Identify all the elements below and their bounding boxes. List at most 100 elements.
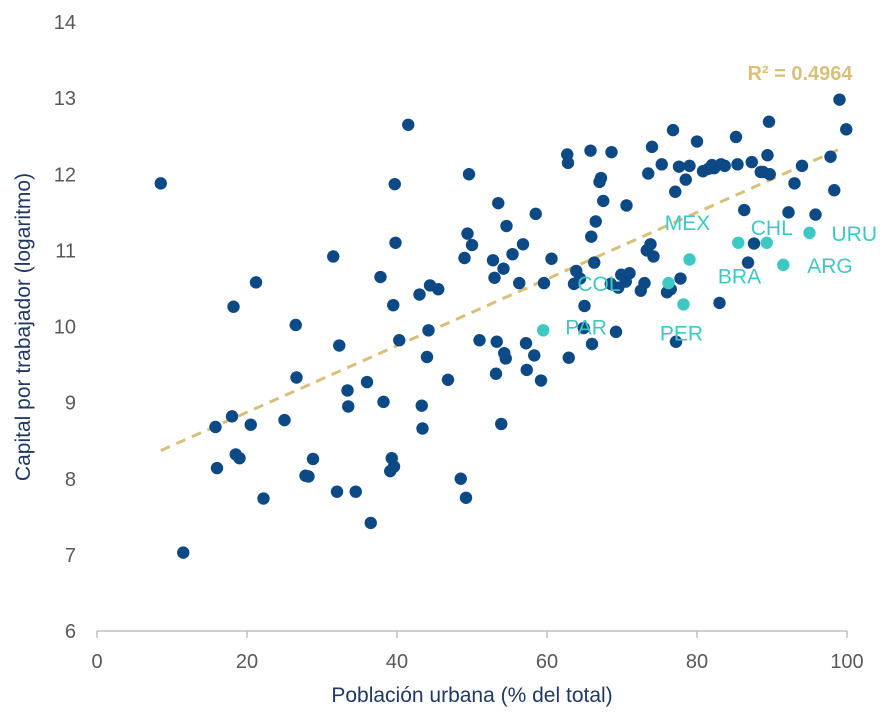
trendline-group <box>160 147 841 452</box>
data-point <box>731 158 744 171</box>
data-point <box>233 451 246 465</box>
data-point <box>683 159 696 173</box>
data-point <box>534 374 548 387</box>
data-point <box>454 472 467 485</box>
data-point <box>459 491 473 504</box>
data-point <box>620 199 633 212</box>
data-point <box>679 173 692 186</box>
y-tick-label: 11 <box>55 240 76 262</box>
data-point <box>306 452 320 466</box>
data-point <box>642 167 655 180</box>
data-point <box>387 460 401 473</box>
highlight-point <box>803 226 816 240</box>
data-point <box>828 184 841 197</box>
data-point <box>360 375 374 389</box>
data-point <box>388 177 401 191</box>
data-point <box>492 196 505 210</box>
data-point <box>377 395 390 409</box>
x-tick-label: 80 <box>686 651 708 673</box>
data-point <box>389 236 402 249</box>
data-point <box>738 203 751 217</box>
highlight-point <box>760 236 773 249</box>
data-point <box>257 492 270 505</box>
data-point <box>561 156 575 170</box>
data-point <box>249 276 263 289</box>
data-point <box>644 238 657 251</box>
highlight-point <box>537 324 550 337</box>
data-point <box>415 399 428 412</box>
data-point <box>349 485 362 498</box>
y-axis-title: Capital por trabajador (logaritmo) <box>12 173 35 481</box>
country-labels: PAR COL PER BRA MEX CHL ARG URU <box>565 212 877 346</box>
x-tick-label: 100 <box>830 651 863 673</box>
data-point <box>465 238 479 252</box>
data-point <box>588 256 601 269</box>
data-point <box>647 250 660 263</box>
data-point <box>623 267 636 280</box>
data-point <box>432 282 445 296</box>
country-label: ARG <box>807 255 853 278</box>
x-tick-label: 40 <box>386 651 408 673</box>
data-point <box>638 276 651 290</box>
data-point <box>674 272 687 285</box>
data-point <box>833 93 846 106</box>
data-point <box>666 123 680 137</box>
highlight-point <box>677 298 690 311</box>
data-point <box>227 300 240 313</box>
x-tick-label: 20 <box>236 651 258 673</box>
data-point <box>413 288 426 301</box>
data-point <box>486 254 500 267</box>
data-point <box>225 410 239 423</box>
data-point <box>824 150 837 163</box>
data-point <box>330 485 344 498</box>
data-point <box>416 422 429 435</box>
data-point <box>645 140 659 154</box>
data-point <box>500 219 513 233</box>
data-point <box>393 334 406 347</box>
data-point <box>762 115 776 128</box>
data-point <box>341 384 354 397</box>
country-label: COL <box>577 273 620 296</box>
data-point <box>342 400 355 413</box>
data-point <box>473 334 486 347</box>
data-point <box>594 171 608 185</box>
y-tick-label: 14 <box>54 12 76 34</box>
data-point <box>374 270 387 284</box>
data-point <box>747 237 761 250</box>
data-point <box>302 470 315 483</box>
data-point <box>605 145 618 159</box>
data-point <box>210 461 224 475</box>
x-tick-label: 60 <box>536 651 558 673</box>
data-point <box>669 185 682 198</box>
data-point <box>578 299 591 313</box>
data-point <box>545 252 558 265</box>
y-tick-label: 10 <box>54 317 76 339</box>
data-point <box>506 247 519 261</box>
data-point <box>741 256 755 269</box>
data-point <box>597 194 610 208</box>
data-point <box>461 227 474 240</box>
data-point <box>333 339 346 352</box>
data-point <box>713 296 726 310</box>
data-point <box>441 373 455 386</box>
data-point <box>589 215 602 228</box>
data-point <box>795 159 809 173</box>
data-point <box>577 321 590 335</box>
data-point <box>209 420 222 434</box>
data-point <box>672 160 686 173</box>
data-point <box>669 335 683 348</box>
data-point <box>537 276 551 290</box>
y-tick-label: 7 <box>65 545 76 567</box>
country-label: MEX <box>665 212 711 235</box>
trendline <box>160 147 841 452</box>
data-point <box>402 118 415 131</box>
data-point <box>655 158 668 171</box>
data-point <box>520 363 533 377</box>
highlight-point <box>683 253 696 266</box>
highlight-point <box>777 258 790 272</box>
r-squared-label: R² = 0.4964 <box>747 63 853 85</box>
data-point <box>513 276 526 290</box>
data-point <box>244 418 257 431</box>
data-point <box>763 168 776 181</box>
